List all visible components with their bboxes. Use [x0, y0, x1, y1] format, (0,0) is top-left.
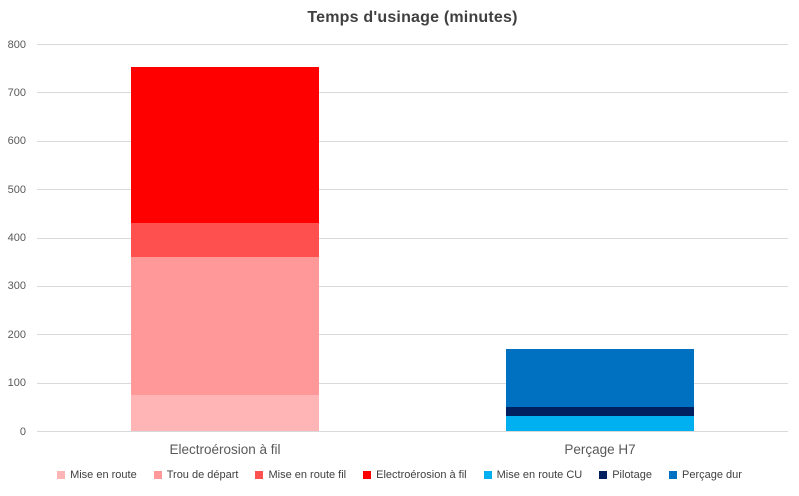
bar-segment-electroerosion-a-fil-mise-en-route-fil[interactable]: [131, 222, 319, 257]
gridline-400: [37, 238, 788, 239]
legend-item-trou-de-depart[interactable]: Trou de départ: [153, 469, 239, 481]
bar-segment-percage-h7-percage-dur[interactable]: [506, 348, 694, 407]
bar-segment-electroerosion-a-fil-trou-de-depart[interactable]: [131, 256, 319, 395]
legend-swatch-electroerosion-a-fil: [363, 471, 372, 479]
legend-item-mise-en-route-fil[interactable]: Mise en route fil: [255, 469, 346, 481]
chart-title: Temps d'usinage (minutes): [307, 9, 518, 26]
bar-segment-percage-h7-mise-en-route-cu[interactable]: [506, 416, 694, 431]
x-category-label-electroerosion-a-fil: Electroérosion à fil: [169, 442, 281, 457]
legend-swatch-percage-dur: [668, 471, 677, 479]
legend-label: Perçage dur: [681, 469, 742, 481]
legend-swatch-mise-en-route-cu: [483, 471, 492, 479]
legend-swatch-mise-en-route: [57, 471, 66, 479]
x-category-label-percage-h7: Perçage H7: [564, 442, 636, 457]
legend-label: Trou de départ: [166, 469, 239, 481]
gridline-800: [37, 44, 788, 45]
y-tick-label-300: 300: [7, 280, 26, 292]
gridline-700: [37, 92, 788, 93]
y-tick-label-500: 500: [7, 184, 26, 196]
legend-item-mise-en-route[interactable]: Mise en route: [57, 469, 137, 481]
legend-item-electroerosion-a-fil[interactable]: Electroérosion à fil: [363, 469, 467, 481]
gridline-300: [37, 286, 788, 287]
legend-swatch-mise-en-route-fil: [255, 471, 264, 479]
gridline-500: [37, 189, 788, 190]
legend-item-percage-dur[interactable]: Perçage dur: [668, 469, 742, 481]
y-tick-label-600: 600: [7, 135, 26, 147]
y-tick-label-700: 700: [7, 87, 26, 99]
bar-segment-electroerosion-a-fil-mise-en-route[interactable]: [131, 394, 319, 431]
y-tick-label-400: 400: [7, 232, 26, 244]
legend-label: Pilotage: [612, 469, 652, 481]
legend-label: Mise en route CU: [496, 469, 583, 481]
y-tick-label-200: 200: [7, 329, 26, 341]
legend-label: Mise en route: [70, 469, 137, 481]
legend: Mise en route Trou de départ Mise en route…: [0, 469, 799, 481]
y-tick-label-100: 100: [7, 377, 26, 389]
legend-label: Mise en route fil: [268, 469, 347, 481]
gridline-100: [37, 383, 788, 384]
gridline-600: [37, 141, 788, 142]
legend-swatch-pilotage: [599, 471, 608, 479]
gridline-0: [37, 431, 788, 432]
bar-segment-electroerosion-a-fil-electroerosion-a-fil[interactable]: [131, 67, 319, 223]
y-tick-label-800: 800: [7, 39, 26, 51]
legend-swatch-trou-de-depart: [153, 471, 162, 479]
legend-item-mise-en-route-cu[interactable]: Mise en route CU: [483, 469, 583, 481]
bar-segment-percage-h7-pilotage[interactable]: [506, 406, 694, 417]
y-tick-label-0: 0: [19, 426, 26, 438]
gridline-200: [37, 334, 788, 335]
legend-label: Electroérosion à fil: [376, 469, 467, 481]
legend-item-pilotage[interactable]: Pilotage: [599, 469, 652, 481]
